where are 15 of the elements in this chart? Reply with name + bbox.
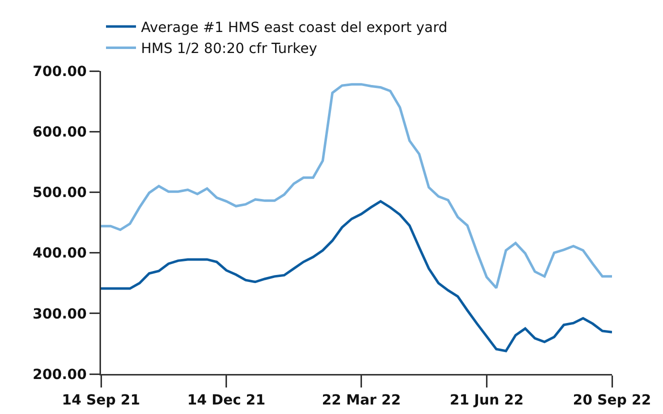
x-tick-label: 21 Jun 22	[450, 392, 524, 408]
y-tick-label: 200.00	[32, 366, 87, 383]
x-tick-label: 14 Sep 21	[62, 392, 140, 408]
y-tick-label: 500.00	[32, 185, 87, 202]
y-tick-label: 700.00	[32, 64, 87, 80]
x-tick-label: 20 Sep 22	[572, 392, 652, 408]
line-series	[101, 83, 612, 290]
y-tick-label: 400.00	[32, 246, 87, 262]
legend-label: Average #1 HMS east coast del export yard	[141, 20, 448, 36]
line-series	[101, 200, 612, 352]
x-tick-label: 22 Mar 22	[322, 392, 401, 408]
y-tick-label: 600.00	[32, 124, 87, 140]
x-tick-label: 14 Dec 21	[187, 392, 266, 408]
legend-label: HMS 1/2 80:20 cfr Turkey	[141, 41, 318, 58]
y-tick-label: 300.00	[32, 306, 87, 322]
